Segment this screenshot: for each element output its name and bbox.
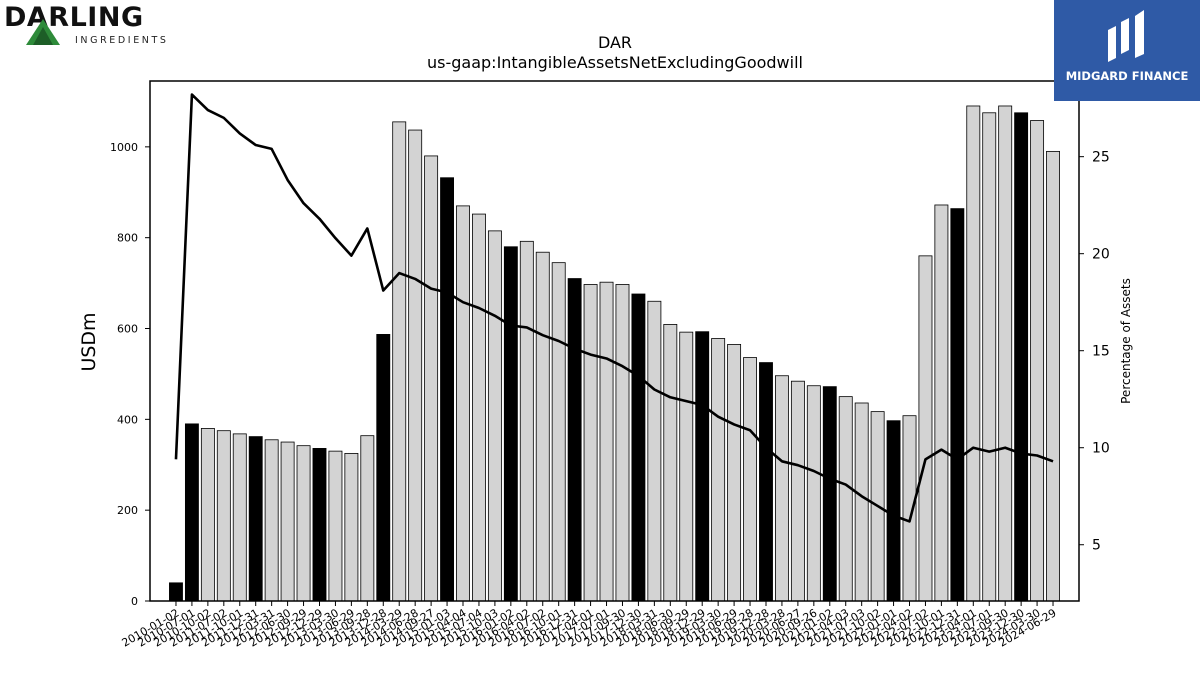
y-tick-label: 0 — [131, 595, 138, 608]
bar — [519, 240, 534, 602]
bar — [392, 121, 407, 602]
bar — [854, 402, 869, 602]
logo-subtitle: INGREDIENTS — [75, 35, 169, 46]
bar — [918, 255, 933, 602]
bar — [232, 433, 247, 602]
bar — [982, 112, 997, 602]
y-axis-left: 0 200 400 600 800 1000 — [110, 141, 150, 608]
plot-frame — [149, 80, 1080, 602]
y-tick-label: 400 — [117, 413, 138, 426]
chart-subtitle: us-gaap:IntangibleAssetsNetExcludingGood… — [427, 53, 803, 72]
midgard-finance-logo: MIDGARD FINANCE — [1054, 0, 1200, 101]
bar — [456, 205, 470, 602]
bar — [998, 105, 1013, 602]
bar — [424, 155, 439, 602]
y2-tick-label: 20 — [1092, 247, 1110, 263]
darling-ingredients-logo: DARLING INGREDIENTS — [2, 2, 177, 50]
bar — [615, 284, 630, 602]
logo-triangle-icon — [26, 19, 60, 45]
y-tick-label: 1000 — [110, 141, 138, 154]
y2-tick-label: 5 — [1092, 538, 1101, 554]
bar — [838, 396, 853, 602]
bar — [950, 208, 965, 602]
bar — [312, 448, 327, 602]
bar — [487, 230, 502, 602]
y2-axis-label: Percentage of Assets — [1119, 278, 1133, 404]
bar — [248, 436, 263, 602]
chart-title: DAR — [598, 33, 632, 52]
bar — [599, 281, 614, 602]
y-tick-label: 200 — [117, 504, 138, 517]
bar — [280, 441, 295, 602]
bar — [328, 450, 343, 602]
bar — [886, 420, 901, 602]
bar — [296, 445, 311, 602]
bar — [822, 386, 837, 602]
bar — [679, 331, 694, 602]
bar — [408, 129, 423, 602]
bar — [583, 284, 598, 602]
x-axis: 2010-01-022010-07-012010-10-022011-07-02… — [120, 601, 1059, 650]
y2-tick-label: 10 — [1092, 441, 1110, 457]
bar — [711, 338, 726, 602]
bar — [216, 430, 231, 602]
bar — [631, 293, 646, 602]
bar — [567, 278, 582, 602]
bar — [647, 300, 662, 602]
bar — [1030, 120, 1045, 602]
y-tick-label: 600 — [117, 323, 138, 336]
y-tick-label: 800 — [117, 232, 138, 245]
percentage-line — [174, 93, 1054, 523]
bar — [966, 105, 981, 602]
bar — [790, 380, 805, 602]
line-series — [174, 93, 1054, 523]
midgard-mark-icon — [1108, 10, 1144, 62]
y-axis-label: USDm — [78, 312, 100, 371]
y2-tick-label: 25 — [1092, 150, 1110, 166]
bar — [743, 357, 757, 602]
bar — [344, 452, 359, 602]
bar-series — [169, 105, 1060, 602]
bar — [551, 262, 566, 602]
bar — [503, 246, 518, 602]
bar — [184, 423, 199, 602]
bar — [759, 362, 773, 602]
bar — [472, 213, 486, 602]
bar — [440, 177, 454, 602]
bar — [695, 331, 710, 602]
bar — [663, 324, 678, 602]
bar — [169, 582, 183, 602]
bar — [360, 435, 375, 602]
bar — [264, 439, 279, 602]
bar — [1014, 112, 1029, 602]
bar — [200, 428, 215, 602]
bar — [775, 375, 789, 602]
bar — [1046, 150, 1060, 602]
bar — [376, 334, 391, 602]
y2-tick-label: 15 — [1092, 344, 1110, 360]
bar — [934, 204, 949, 602]
midgard-wordmark: MIDGARD FINANCE — [1065, 69, 1189, 83]
bar — [535, 251, 550, 602]
bar — [806, 385, 821, 602]
logo-wordmark: DARLING — [4, 2, 144, 33]
y-axis-right: 5 10 15 20 25 — [1079, 150, 1110, 554]
bar — [727, 344, 742, 602]
